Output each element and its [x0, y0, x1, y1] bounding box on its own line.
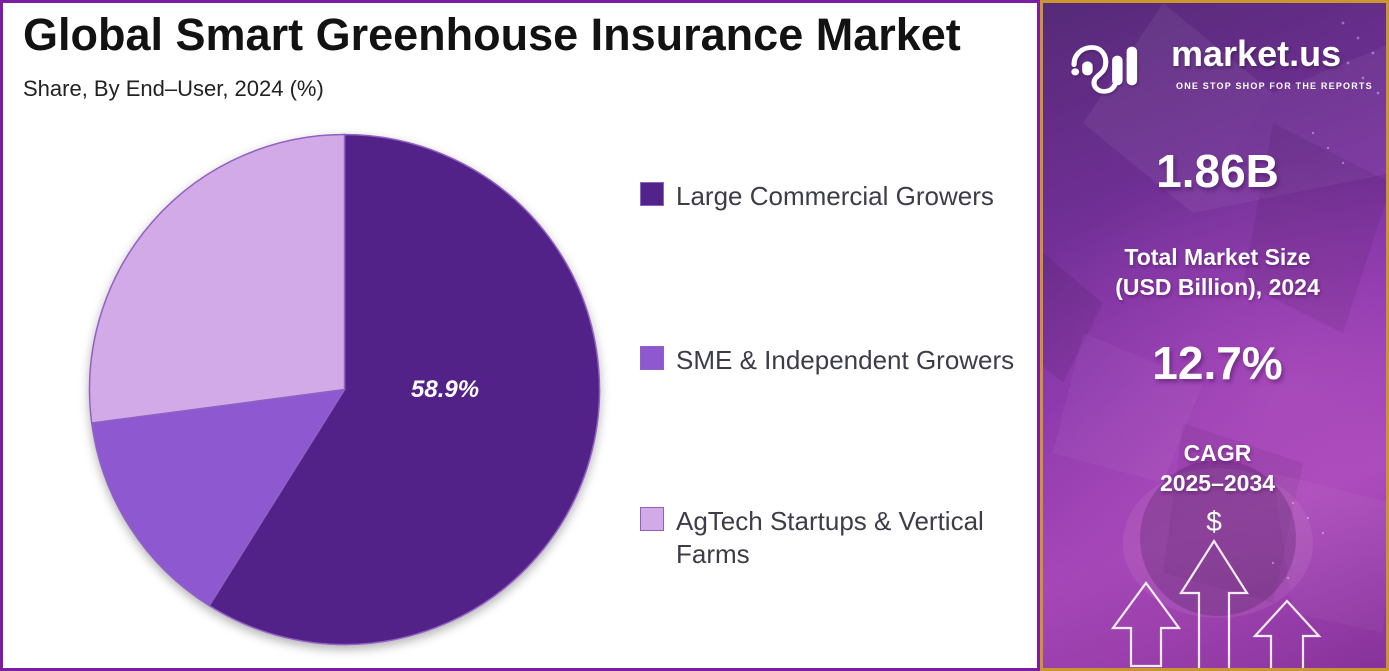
svg-text:$: $ — [1206, 506, 1222, 537]
